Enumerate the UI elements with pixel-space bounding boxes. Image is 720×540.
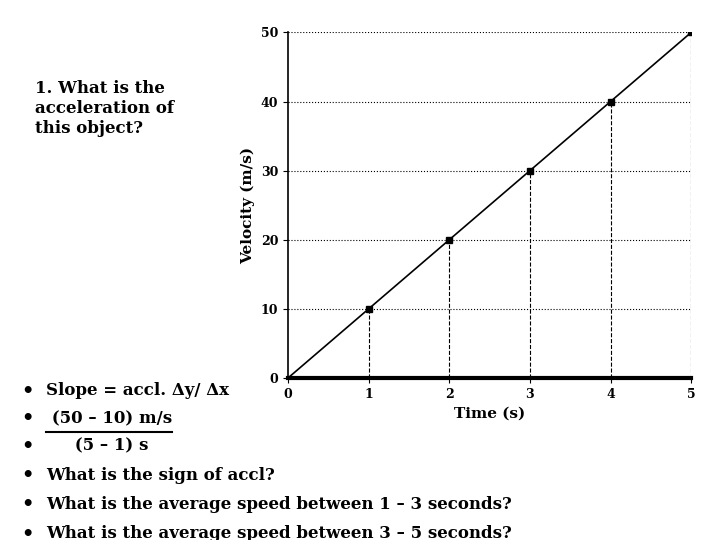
Text: •: • xyxy=(22,382,34,400)
Y-axis label: Velocity (m/s): Velocity (m/s) xyxy=(240,147,255,264)
Text: What is the sign of accl?: What is the sign of accl? xyxy=(46,467,275,484)
Text: 1. What is the
acceleration of
this object?: 1. What is the acceleration of this obje… xyxy=(35,80,174,137)
Text: (50 – 10) m/s: (50 – 10) m/s xyxy=(46,410,172,427)
Text: What is the average speed between 3 – 5 seconds?: What is the average speed between 3 – 5 … xyxy=(46,525,512,540)
Text: •: • xyxy=(22,437,34,455)
Text: •: • xyxy=(22,409,34,428)
Text: (5 – 1) s: (5 – 1) s xyxy=(46,437,148,455)
Text: •: • xyxy=(22,495,34,514)
Text: •: • xyxy=(22,466,34,484)
Text: Slope = accl. Δy/ Δx: Slope = accl. Δy/ Δx xyxy=(46,382,229,400)
X-axis label: Time (s): Time (s) xyxy=(454,406,525,420)
Text: What is the average speed between 1 – 3 seconds?: What is the average speed between 1 – 3 … xyxy=(46,496,512,513)
Text: •: • xyxy=(22,524,34,540)
